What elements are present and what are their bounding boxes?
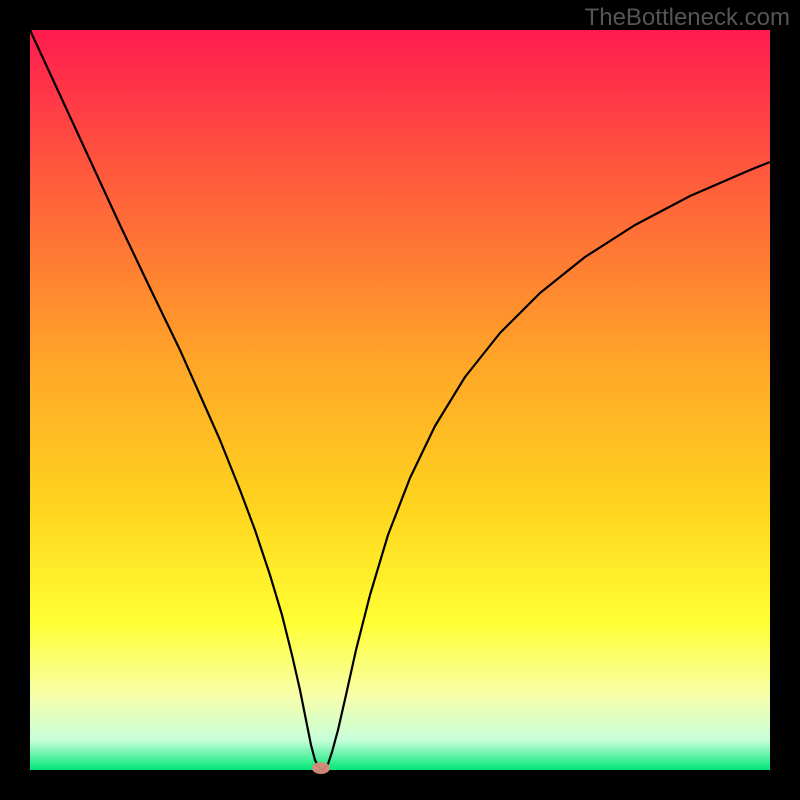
- optimum-marker: [312, 762, 330, 774]
- chart-plot-area: [30, 30, 770, 770]
- chart-frame: TheBottleneck.com: [0, 0, 800, 800]
- bottleneck-chart-svg: [0, 0, 800, 800]
- watermark-text: TheBottleneck.com: [585, 4, 790, 32]
